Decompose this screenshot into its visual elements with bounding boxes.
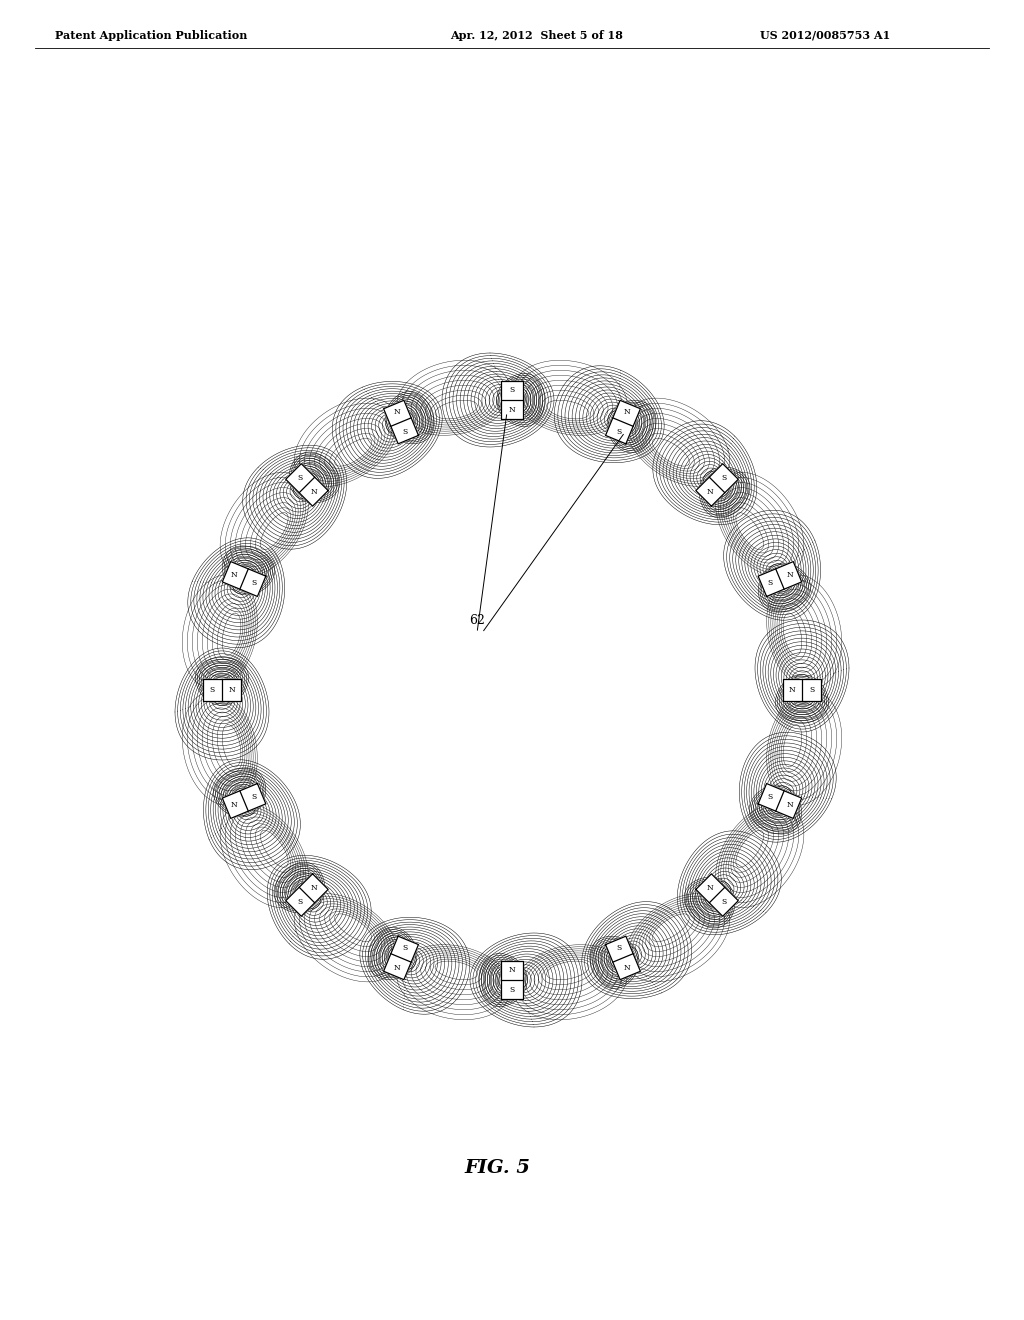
Text: S: S (509, 385, 515, 393)
Polygon shape (696, 463, 738, 506)
Text: S: S (297, 474, 302, 482)
Polygon shape (222, 784, 266, 818)
Polygon shape (605, 936, 640, 979)
Text: S: S (768, 579, 773, 587)
Polygon shape (501, 961, 523, 999)
Text: FIG. 5: FIG. 5 (464, 1159, 530, 1177)
Text: N: N (624, 964, 631, 972)
Text: N: N (231, 572, 238, 579)
Text: N: N (509, 407, 515, 414)
Polygon shape (758, 561, 802, 597)
Polygon shape (758, 784, 802, 818)
Text: S: S (251, 579, 256, 587)
Text: N: N (393, 964, 400, 972)
Text: Apr. 12, 2012  Sheet 5 of 18: Apr. 12, 2012 Sheet 5 of 18 (450, 30, 623, 41)
Text: N: N (786, 801, 793, 809)
Text: N: N (311, 488, 317, 496)
Polygon shape (286, 463, 328, 506)
Polygon shape (384, 400, 419, 444)
Text: S: S (509, 986, 515, 994)
Text: N: N (788, 686, 795, 694)
Text: S: S (402, 944, 408, 952)
Text: S: S (722, 899, 727, 907)
Text: N: N (786, 572, 793, 579)
Polygon shape (783, 678, 821, 701)
Text: S: S (722, 474, 727, 482)
Polygon shape (384, 936, 419, 979)
Text: N: N (624, 408, 631, 416)
Text: N: N (707, 883, 713, 892)
Text: N: N (707, 488, 713, 496)
Polygon shape (222, 561, 266, 597)
Text: S: S (402, 428, 408, 436)
Text: S: S (810, 686, 815, 694)
Text: S: S (297, 899, 302, 907)
Text: S: S (209, 686, 214, 694)
Text: Patent Application Publication: Patent Application Publication (55, 30, 248, 41)
Text: S: S (251, 793, 256, 801)
Polygon shape (605, 400, 640, 444)
Text: N: N (393, 408, 400, 416)
Text: S: S (616, 428, 622, 436)
Text: US 2012/0085753 A1: US 2012/0085753 A1 (760, 30, 890, 41)
Polygon shape (501, 381, 523, 418)
Text: 62: 62 (469, 614, 485, 627)
Polygon shape (696, 874, 738, 916)
Polygon shape (286, 874, 328, 916)
Text: N: N (311, 883, 317, 892)
Text: N: N (509, 965, 515, 974)
Text: S: S (616, 944, 622, 952)
Text: N: N (231, 801, 238, 809)
Text: S: S (768, 793, 773, 801)
Text: N: N (229, 686, 236, 694)
Polygon shape (203, 678, 241, 701)
